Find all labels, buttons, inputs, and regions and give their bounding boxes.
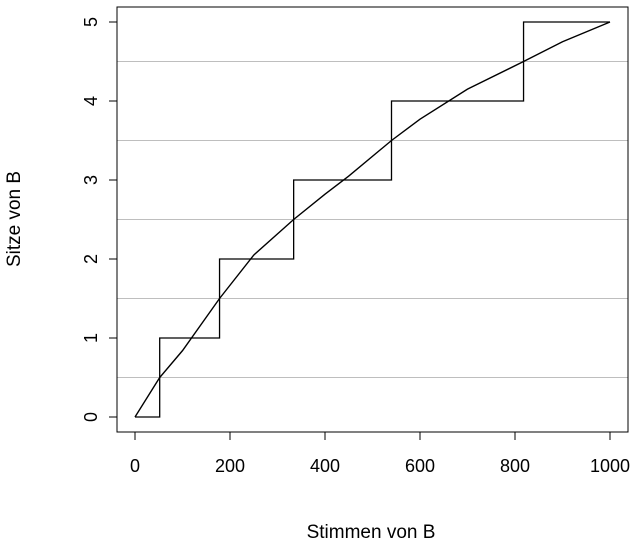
series xyxy=(134,21,611,418)
plot-frame xyxy=(116,6,629,433)
y-tick-label: 5 xyxy=(81,17,101,27)
curve-line xyxy=(134,21,611,418)
y-tick-label: 4 xyxy=(81,96,101,106)
x-tick-label: 400 xyxy=(310,456,340,476)
axes xyxy=(116,6,629,433)
y-tick-label: 0 xyxy=(81,412,101,422)
y-axis-title: Sitze von B xyxy=(4,171,25,267)
y-tick-label: 1 xyxy=(81,333,101,343)
x-tick-label: 200 xyxy=(215,456,245,476)
y-tick-label: 3 xyxy=(81,175,101,185)
x-tick-label: 1000 xyxy=(590,456,630,476)
x-tick-label: 800 xyxy=(500,456,530,476)
y-tick-label: 2 xyxy=(81,254,101,264)
x-axis-title: Stimmen von B xyxy=(307,522,436,543)
x-tick-label: 0 xyxy=(130,456,140,476)
ticks: 0 200 400 600 800 1000 0 1 2 3 4 5 xyxy=(81,17,630,476)
x-tick-label: 600 xyxy=(405,456,435,476)
grid xyxy=(117,61,628,378)
